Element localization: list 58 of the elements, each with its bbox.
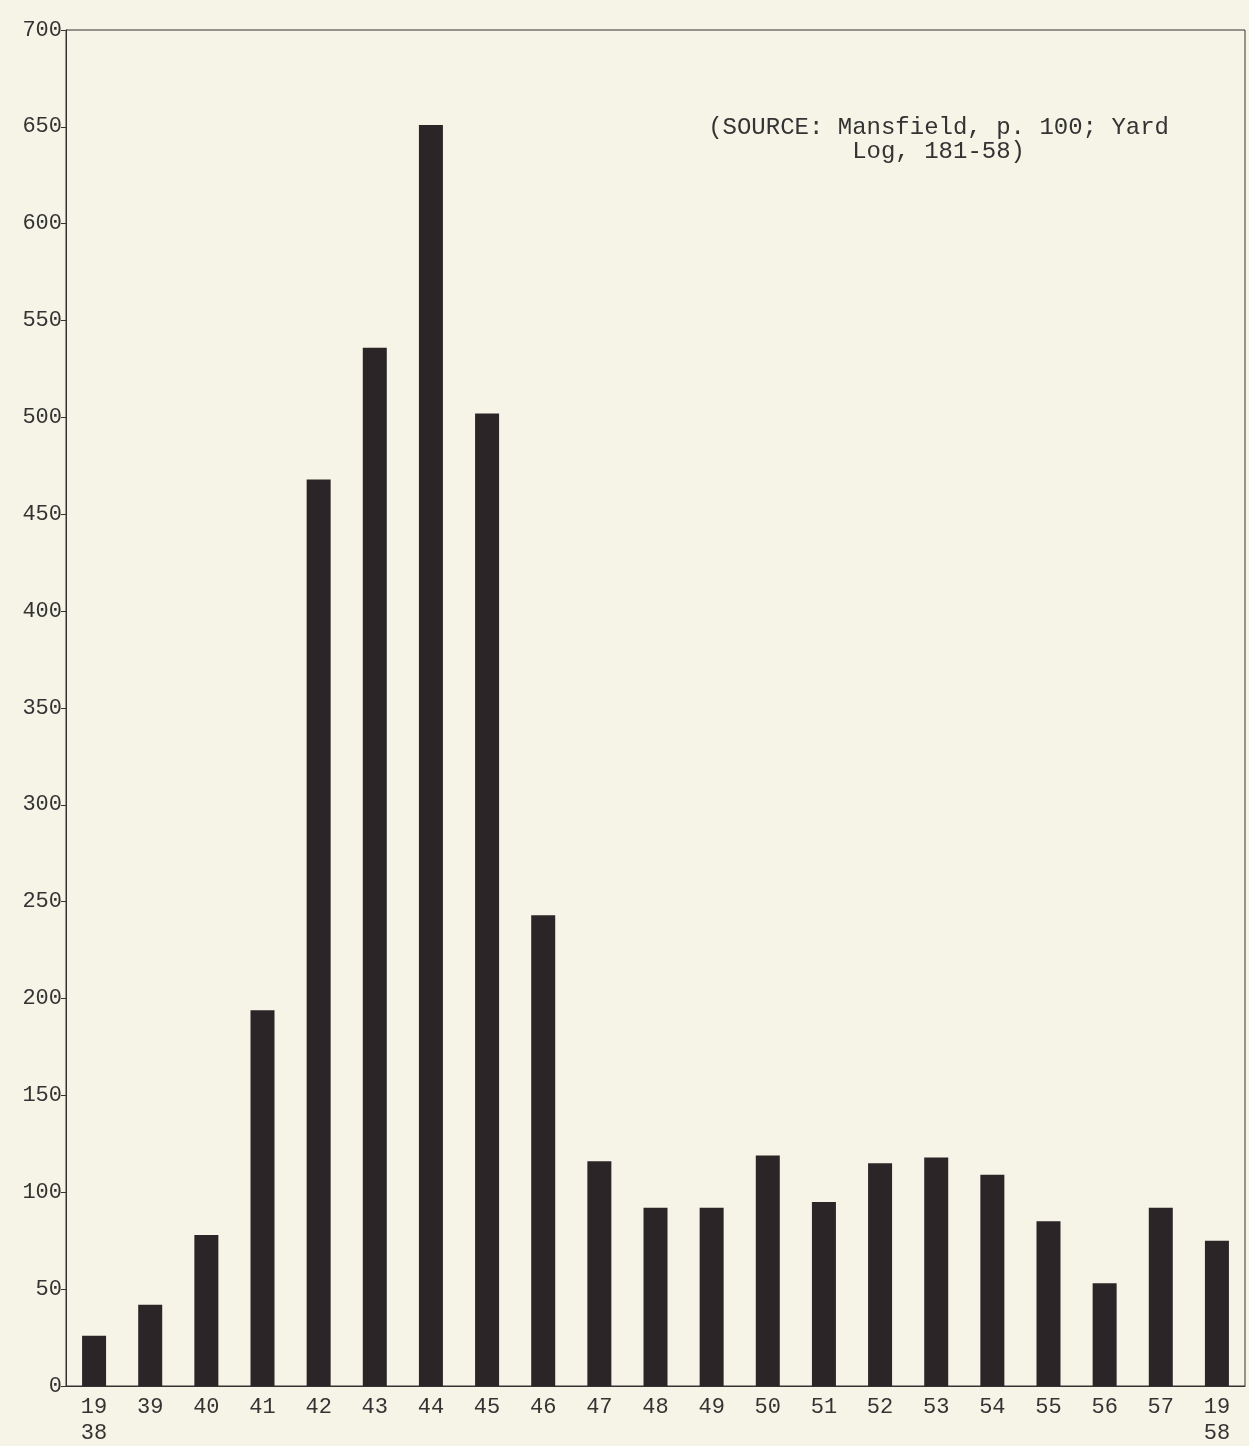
bar [418,124,443,1386]
bar [138,1304,163,1386]
y-tick-label: 400 [22,598,62,624]
bar [194,1234,219,1386]
y-tick-label: 0 [48,1373,62,1399]
bar [755,1155,780,1386]
y-tick-label: 650 [22,114,62,140]
y-tick-label: 250 [22,889,62,915]
y-tick-label: 50 [35,1276,62,1302]
y-tick-label: 600 [22,211,62,237]
x-tick-label: 46 [530,1394,557,1420]
x-tick-label: 44 [417,1394,445,1420]
x-tick-label: 50 [754,1394,781,1420]
x-tick-label: 56 [1091,1394,1118,1420]
bar [1204,1240,1229,1386]
y-tick-label: 150 [22,1082,62,1108]
x-tick-label: 43 [361,1394,388,1420]
x-tick-label: 42 [305,1394,332,1420]
x-tick-label: 51 [810,1394,838,1420]
x-tick-label: 47 [586,1394,613,1420]
bar [587,1161,612,1386]
bar [699,1207,724,1386]
y-tick-label: 450 [22,501,62,527]
bar [362,347,387,1386]
y-tick-label: 350 [22,695,62,721]
x-tick-label: 54 [979,1394,1006,1420]
y-tick-label: 700 [22,17,62,43]
x-tick-label: 19 58 [1203,1394,1231,1446]
bar [82,1335,107,1386]
y-tick-label: 100 [22,1179,62,1205]
bar [531,915,556,1386]
x-tick-label: 49 [698,1394,725,1420]
bar [1092,1283,1117,1386]
bar [1148,1207,1173,1386]
annotation: (SOURCE: Mansfield, p. 100; Yard Log, 181-58) [708,113,1169,165]
y-tick-label: 500 [22,404,62,430]
x-tick-label: 57 [1147,1394,1174,1420]
y-tick-label: 200 [22,986,62,1012]
x-tick-label: 55 [1035,1394,1062,1420]
bar [306,479,331,1386]
y-tick-label: 550 [22,308,62,334]
bar [868,1163,893,1386]
x-tick-label: 48 [642,1394,669,1420]
bar [250,1010,275,1386]
x-tick-label: 39 [137,1394,164,1420]
bar [980,1174,1005,1386]
x-tick-label: 19 38 [80,1394,108,1446]
y-tick-label: 300 [22,792,62,818]
x-tick-label: 41 [249,1394,276,1420]
bar [811,1201,836,1386]
x-tick-label: 52 [866,1394,894,1420]
x-tick-label: 45 [473,1394,501,1420]
bar [475,413,500,1386]
bar [924,1157,949,1386]
bar [1036,1221,1061,1386]
x-tick-label: 53 [923,1394,950,1420]
bar [643,1207,668,1386]
x-tick-label: 40 [193,1394,220,1420]
